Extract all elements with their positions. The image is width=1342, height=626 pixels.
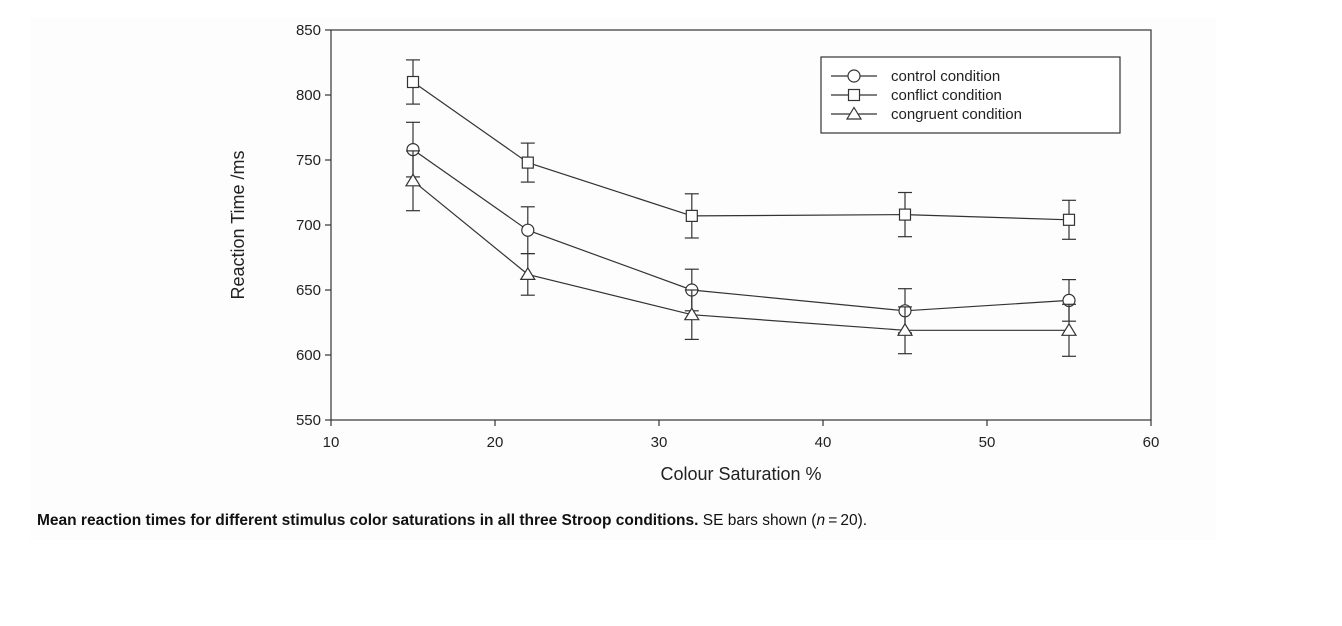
y-tick-label: 600 [296,347,321,364]
y-axis-title: Reaction Time /ms [228,150,248,299]
data-point [521,223,535,237]
legend-label: conflict condition [891,87,1002,104]
y-tick-label: 700 [296,217,321,234]
y-tick-label: 650 [296,282,321,299]
caption-n-symbol: n [816,512,826,529]
x-tick-label: 30 [651,434,668,451]
figure-panel: 10 20 30 40 50 60 550 600 650 700 750 800 850 Colour … [30,18,1216,540]
series-triangle [404,150,1078,357]
legend: control condition conflict condition congr… [820,56,1121,134]
x-tick-label: 60 [1143,434,1160,451]
line-chart: 10 20 30 40 50 60 550 600 650 700 750 800 850 Colour … [228,22,1160,484]
legend-marker [845,106,863,120]
series-line [412,149,1070,312]
figure-caption: Mean reaction times for different stimul… [37,512,867,530]
x-tick-label: 10 [323,434,340,451]
data-point [519,266,536,280]
caption-title: Mean reaction times for different stimul… [37,512,699,529]
data-point [898,208,912,221]
caption-text-end: = 20). [825,512,868,529]
y-tick-label: 750 [296,152,321,169]
data-point [685,209,698,222]
x-tick-label: 50 [979,434,996,451]
data-point [1060,322,1078,336]
data-point [1062,213,1076,226]
data-point [406,75,420,89]
series-circle [406,121,1076,334]
series-line [412,180,1069,331]
data-point [683,307,700,321]
legend-marker [847,69,861,83]
x-tick-label: 40 [815,434,832,451]
y-tick-label: 800 [296,87,321,104]
legend-marker [847,88,861,102]
caption-text-start: SE bars shown ( [702,512,817,529]
data-point [896,322,914,336]
series-square [406,59,1076,240]
x-tick-label: 20 [487,434,504,451]
legend-label: control condition [891,68,1000,85]
y-tick-label: 550 [296,412,321,429]
y-tick-label: 850 [296,22,321,39]
data-point [404,173,422,187]
data-point [521,156,534,169]
legend-label: congruent condition [891,106,1022,123]
x-axis-title: Colour Saturation % [660,464,821,484]
